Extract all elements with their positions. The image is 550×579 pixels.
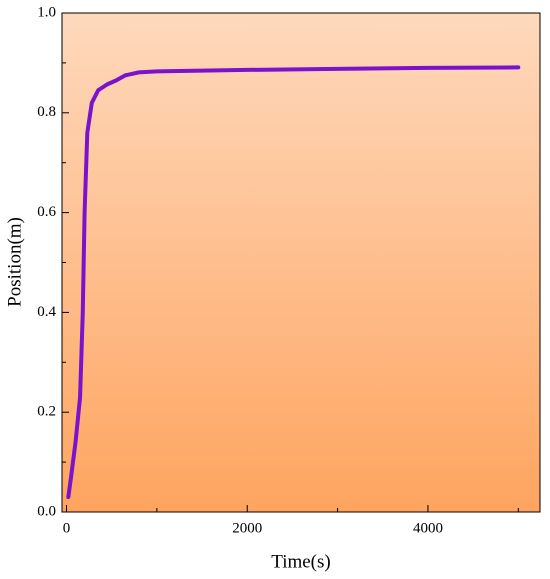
y-tick-label: 0.4 bbox=[37, 304, 56, 320]
y-tick-label: 1.0 bbox=[37, 4, 56, 20]
y-tick-label: 0.0 bbox=[37, 503, 56, 519]
x-tick-label: 2000 bbox=[232, 520, 262, 536]
plot-area bbox=[61, 12, 541, 513]
x-axis-label: Time(s) bbox=[271, 551, 330, 572]
data-line bbox=[66, 65, 521, 500]
y-tick-label: 0.8 bbox=[37, 104, 56, 120]
y-tick-label: 0.6 bbox=[37, 204, 56, 220]
y-tick-label: 0.2 bbox=[37, 404, 56, 420]
x-tick-label: 4000 bbox=[413, 520, 443, 536]
y-axis-label: Position(m) bbox=[4, 217, 25, 307]
x-tick-label: 0 bbox=[63, 520, 71, 536]
